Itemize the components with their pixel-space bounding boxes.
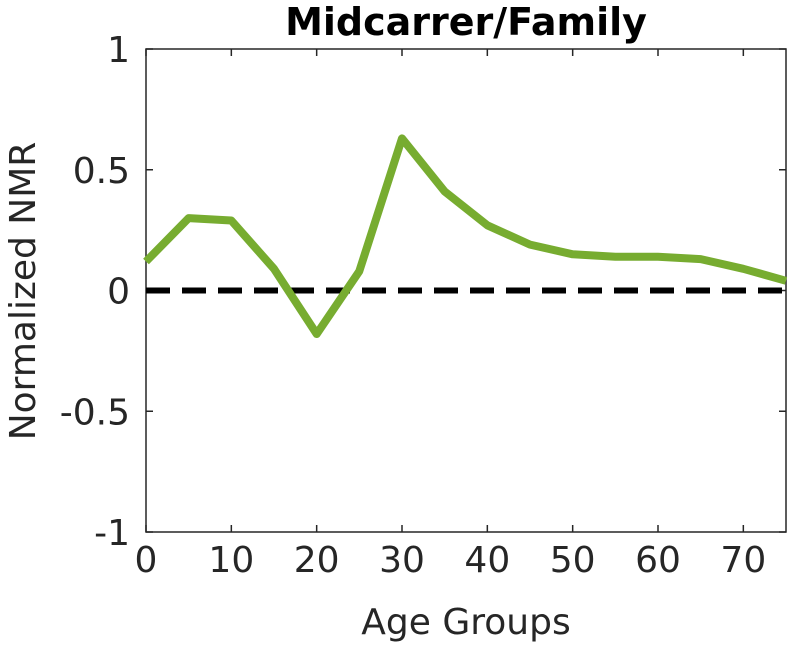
y-tick-label: -1 — [94, 513, 130, 554]
x-tick-label: 40 — [464, 540, 510, 581]
y-tick-label: 0.5 — [73, 151, 130, 192]
chart-title: Midcarrer/Family — [285, 0, 647, 44]
x-tick-label: 10 — [208, 540, 254, 581]
y-tick-label: -0.5 — [60, 392, 130, 433]
x-tick-label: 70 — [720, 540, 766, 581]
series-layer — [143, 134, 788, 338]
y-tick-label: 0 — [107, 272, 130, 313]
x-tick-label: 30 — [379, 540, 425, 581]
x-tick-label: 0 — [135, 540, 158, 581]
x-tick-label: 50 — [550, 540, 596, 581]
x-tick-label: 60 — [635, 540, 681, 581]
x-axis-label: Age Groups — [361, 602, 570, 643]
series-line — [143, 134, 788, 338]
x-tick-label: 20 — [294, 540, 340, 581]
y-tick-label: 1 — [107, 30, 130, 71]
y-axis-ticks: 1 0.5 0 -0.5 -1 — [60, 30, 786, 554]
x-axis-ticks: 0 10 20 30 40 50 60 70 — [135, 49, 766, 581]
plot-area — [145, 48, 787, 533]
y-axis-label: Normalized NMR — [3, 142, 44, 441]
